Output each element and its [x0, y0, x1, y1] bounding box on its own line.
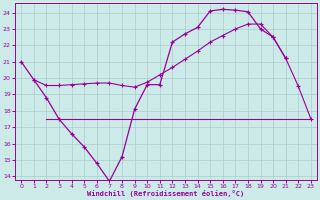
X-axis label: Windchill (Refroidissement éolien,°C): Windchill (Refroidissement éolien,°C) [87, 190, 245, 197]
